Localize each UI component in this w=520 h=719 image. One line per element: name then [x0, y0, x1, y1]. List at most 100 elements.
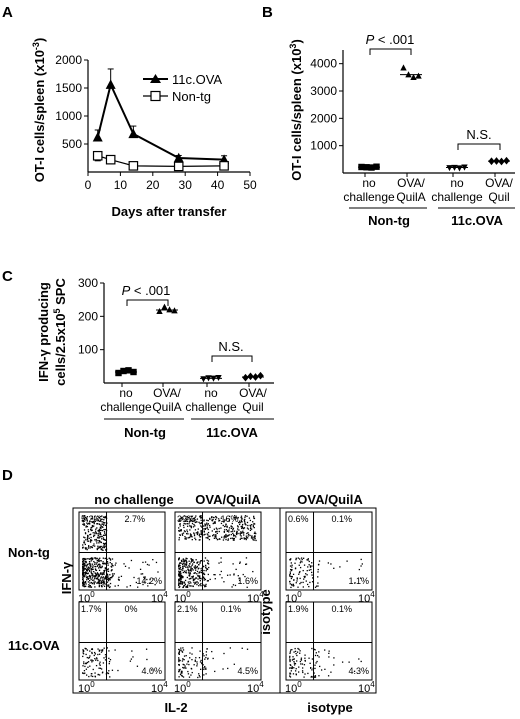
- d-event-dot: [299, 558, 301, 560]
- d-event-dot: [193, 566, 195, 568]
- d-event-dot: [295, 652, 297, 655]
- d-event-dot: [83, 529, 86, 531]
- d-event-dot: [101, 547, 104, 549]
- d-event-dot: [178, 530, 180, 532]
- d-event-dot: [333, 657, 335, 659]
- d-event-dot: [196, 518, 199, 520]
- d-event-dot: [86, 517, 88, 520]
- d-event-dot: [191, 564, 193, 567]
- d-event-dot: [244, 575, 246, 578]
- d-event-dot: [130, 658, 133, 660]
- d-event-dot: [192, 577, 194, 579]
- d-event-dot: [185, 572, 188, 574]
- d-event-dot: [89, 563, 92, 565]
- d-event-dot: [208, 524, 211, 527]
- c-bracket-11c: [211, 355, 253, 362]
- d-event-dot: [314, 675, 317, 677]
- d-event-dot: [108, 557, 110, 560]
- d-event-dot: [98, 573, 100, 575]
- d-event-dot: [123, 563, 125, 565]
- b-data-point: [358, 163, 365, 171]
- d-event-dot: [142, 561, 144, 564]
- d-event-dot: [182, 566, 184, 568]
- d-event-dot: [223, 535, 226, 537]
- d-event-dot: [318, 675, 320, 677]
- d-event-dot: [82, 567, 84, 570]
- d-event-dot: [95, 664, 98, 667]
- d-event-dot: [247, 528, 250, 530]
- d-event-dot: [198, 539, 200, 541]
- d-event-dot: [109, 577, 111, 580]
- d-event-dot: [308, 585, 310, 588]
- d-event-dot: [182, 586, 185, 588]
- d-event-dot: [83, 576, 85, 578]
- d-event-dot: [96, 523, 98, 525]
- d-event-dot: [194, 525, 196, 527]
- d-tick-label-high: 104: [247, 680, 264, 695]
- d-event-dot: [203, 579, 205, 581]
- d-event-dot: [193, 532, 195, 534]
- d-event-dot: [190, 520, 193, 522]
- d-event-dot: [179, 579, 181, 581]
- d-event-dot: [98, 585, 100, 588]
- d-event-dot: [200, 668, 202, 670]
- d-event-dot: [203, 534, 205, 536]
- d-event-dot: [104, 543, 106, 545]
- d-event-dot: [117, 584, 119, 587]
- d-event-dot: [101, 573, 104, 576]
- d-event-dot: [180, 582, 182, 585]
- d-event-dot: [205, 668, 207, 670]
- d-event-dot: [225, 538, 227, 541]
- d-event-dot: [178, 573, 180, 575]
- d-event-dot: [103, 519, 105, 521]
- d-event-dot: [94, 653, 97, 655]
- d-event-dot: [129, 584, 132, 587]
- d-event-dot: [140, 573, 142, 575]
- d-event-dot: [313, 648, 315, 651]
- d-event-dot: [88, 558, 90, 560]
- d-event-dot: [85, 583, 87, 585]
- d-event-dot: [311, 581, 314, 583]
- d-plot-box: [78, 601, 166, 681]
- d-event-dot: [98, 650, 101, 652]
- d-event-dot: [96, 518, 98, 520]
- d-event-dot: [90, 558, 92, 560]
- d-x-axis-label-il2: IL-2: [164, 700, 187, 715]
- d-event-dot: [205, 523, 207, 526]
- d-event-dot: [201, 567, 204, 569]
- d-event-dot: [102, 563, 105, 565]
- d-event-dot: [317, 568, 319, 571]
- d-event-dot: [203, 668, 205, 671]
- d-event-dot: [180, 559, 183, 562]
- d-event-dot: [103, 543, 105, 546]
- d-event-dot: [300, 657, 303, 659]
- d-event-dot: [186, 576, 189, 579]
- d-event-dot: [89, 586, 91, 588]
- d-event-dot: [87, 566, 89, 568]
- d-event-dot: [86, 523, 89, 525]
- d-event-dot: [92, 532, 94, 534]
- d-event-dot: [199, 650, 201, 652]
- d-event-dot: [144, 561, 147, 563]
- d-event-dot: [87, 576, 89, 578]
- d-event-dot: [205, 654, 208, 656]
- d-event-dot: [100, 527, 102, 530]
- d-event-dot: [102, 584, 104, 586]
- d-y-axis-label-isotype: isotype: [258, 589, 273, 635]
- d-event-dot: [181, 582, 184, 584]
- d-event-dot: [82, 571, 84, 574]
- d-event-dot: [88, 675, 90, 678]
- d-event-dot: [181, 516, 183, 519]
- d-event-dot: [94, 545, 96, 547]
- d-event-dot: [199, 562, 201, 564]
- d-event-dot: [297, 586, 299, 588]
- d-event-dot: [186, 520, 189, 523]
- d-event-dot: [82, 665, 84, 667]
- d-event-dot: [82, 652, 84, 654]
- d-event-dot: [187, 673, 190, 675]
- d-event-dot: [360, 660, 362, 663]
- d-event-dot: [85, 674, 88, 676]
- d-event-dot: [205, 667, 207, 669]
- d-event-dot: [184, 530, 186, 533]
